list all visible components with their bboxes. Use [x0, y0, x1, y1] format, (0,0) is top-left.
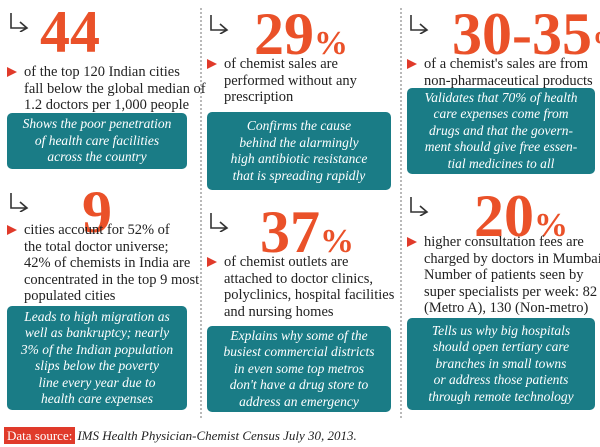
description-line: higher consultation fees are [407, 234, 600, 251]
note-line: Shows the poor penetration [22, 116, 172, 132]
bullet [207, 59, 217, 69]
number-value: 29 [254, 1, 314, 67]
source-text: IMS Health Physician-Chemist Census July… [77, 428, 357, 443]
description-line: 42% of chemists in India are [24, 255, 191, 271]
note-box: Tells us why big hospitals should open te… [407, 318, 595, 410]
arrow-icon [10, 193, 29, 212]
description-line: (Metro A), 130 (Non-metro) [424, 300, 589, 316]
number-unit: % [534, 207, 568, 244]
big-number: 29% [254, 4, 348, 74]
description-line: concentrated in the top 9 most [24, 271, 200, 288]
note-line: Leads to high migration as [24, 308, 170, 324]
description-line: cities account for 52% of [7, 222, 199, 239]
number-unit: % [314, 25, 348, 62]
number-value: 20 [474, 183, 534, 249]
description-line: fall below the global median of [24, 80, 206, 97]
note-line: in even some top metros [234, 360, 364, 376]
note-line: address an emergency [239, 393, 359, 409]
big-number: 30-35% [452, 4, 600, 74]
description-line: Number of patients seen by [424, 267, 584, 283]
big-number: 44 [40, 2, 100, 62]
bullet [7, 225, 17, 235]
description: of chemist sales are performed without an… [207, 56, 357, 106]
description-line: populated cities [24, 288, 116, 304]
note-line: should open tertiary care [432, 339, 570, 355]
bullet [207, 257, 217, 267]
note-line: don't have a drug store to [229, 377, 369, 393]
arrow-icon [410, 15, 429, 34]
description-line: attached to doctor clinics, [224, 270, 373, 287]
bullet [407, 237, 417, 247]
description-line: of chemist sales are [207, 56, 357, 73]
arrow-icon [10, 13, 29, 32]
note-line: tial medicines to all [447, 155, 555, 171]
note-box: Shows the poor penetration of health care… [7, 113, 187, 169]
arrow-icon [210, 15, 229, 34]
note-line: Validates that 70% of health [424, 89, 578, 105]
big-number: 37% [260, 202, 354, 272]
description-line: performed without any [224, 72, 357, 89]
note-line: busiest commercial districts [223, 344, 375, 360]
description: cities account for 52% of the total docto… [7, 222, 200, 305]
note-line: branches in small towns [435, 355, 567, 371]
arrow-icon [210, 213, 229, 232]
note-line: line every year due to [38, 374, 156, 390]
description-line: polyclinics, hospital facilities [224, 287, 395, 303]
note-line: 3% of the Indian population [20, 341, 174, 357]
description-line: of the top 120 Indian cities [7, 64, 206, 81]
footer: Data source: IMS Health Physician-Chemist… [4, 427, 357, 444]
note-line: care expenses come from [433, 106, 569, 122]
number-unit: % [592, 25, 600, 62]
bullet [407, 59, 417, 69]
arrow-icon [410, 197, 429, 216]
note-line: health care expenses [41, 391, 153, 406]
source-label: Data source: [4, 427, 76, 444]
description-line: charged by doctors in Mumbai. [424, 250, 600, 267]
description: of a chemist's sales are from non-pharmac… [407, 56, 593, 89]
description-line: the total doctor universe; [24, 238, 169, 255]
description-line: and nursing homes [224, 303, 334, 320]
note-line: drugs and that the govern- [429, 122, 573, 138]
number-unit: % [320, 223, 354, 260]
note-line: Tells us why big hospitals [431, 322, 571, 338]
description-line: of chemist outlets are [207, 254, 394, 271]
bullet [7, 67, 17, 77]
note-box: Explains why some of the busiest commerci… [207, 326, 391, 412]
description-line: prescription [224, 89, 294, 105]
note-line: that is spreading rapidly [232, 167, 366, 183]
description-line: super specialists per week: 82 [424, 283, 598, 300]
description: of the top 120 Indian cities fall below t… [7, 64, 206, 114]
description: of chemist outlets are attached to doctor… [207, 254, 395, 320]
separator [400, 8, 402, 418]
description: higher consultation fees are charged by d… [407, 234, 600, 317]
note-line: well as bankruptcy; nearly [24, 325, 170, 340]
note-line: behind the alarmingly [239, 134, 359, 150]
note-line: ment should give free essen- [424, 139, 578, 155]
note-box: Leads to high migration as well as bankru… [7, 306, 187, 410]
separator [200, 8, 202, 418]
big-number: 9 [82, 182, 112, 242]
note-line: or address those patients [433, 372, 569, 388]
number-value: 30-35 [452, 1, 592, 67]
description-line: non-pharmaceutical products [424, 72, 593, 89]
number-value: 9 [82, 179, 112, 245]
number-value: 44 [40, 0, 100, 65]
note-line: through remote technology [428, 388, 574, 404]
number-value: 37 [260, 199, 320, 265]
description-line: 1.2 doctors per 1,000 people [24, 97, 190, 113]
note-line: of health care facilities [34, 132, 160, 148]
note-line: across the country [47, 149, 147, 165]
note-box: Validates that 70% of health care expense… [407, 88, 595, 174]
note-line: Explains why some of the [230, 327, 368, 343]
big-number: 20% [474, 186, 568, 256]
note-line: slips below the poverty [34, 358, 160, 373]
description-line: of a chemist's sales are from [407, 56, 593, 73]
note-line: Confirms the cause [246, 118, 352, 133]
note-line: high antibiotic resistance [230, 151, 368, 166]
note-box: Confirms the cause behind the alarmingly h… [207, 112, 391, 190]
